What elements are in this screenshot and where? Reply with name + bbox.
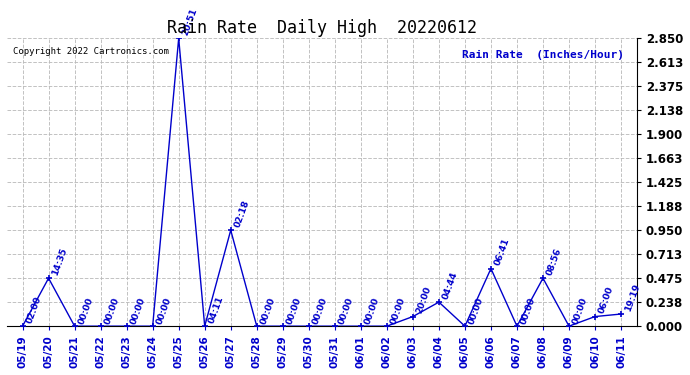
Text: 00:00: 00:00 xyxy=(311,296,329,326)
Text: 14:35: 14:35 xyxy=(50,247,69,277)
Title: Rain Rate  Daily High  20220612: Rain Rate Daily High 20220612 xyxy=(167,19,477,37)
Text: 19:19: 19:19 xyxy=(623,282,642,312)
Text: 02:00: 02:00 xyxy=(25,295,43,325)
Text: 02:18: 02:18 xyxy=(233,199,251,229)
Text: 00:00: 00:00 xyxy=(103,296,121,326)
Text: 00:00: 00:00 xyxy=(389,296,407,326)
Text: 00:00: 00:00 xyxy=(571,296,589,326)
Text: 00:00: 00:00 xyxy=(77,296,95,326)
Text: 20:51: 20:51 xyxy=(181,7,199,37)
Text: Rain Rate  (Inches/Hour): Rain Rate (Inches/Hour) xyxy=(462,50,624,60)
Text: 00:00: 00:00 xyxy=(467,296,485,326)
Text: 00:00: 00:00 xyxy=(337,296,355,326)
Text: 00:00: 00:00 xyxy=(129,296,147,326)
Text: 00:00: 00:00 xyxy=(285,296,303,326)
Text: 06:41: 06:41 xyxy=(493,237,511,267)
Text: 04:11: 04:11 xyxy=(207,295,225,325)
Text: Copyright 2022 Cartronics.com: Copyright 2022 Cartronics.com xyxy=(13,47,169,56)
Text: 04:44: 04:44 xyxy=(441,270,460,301)
Text: 20:00: 20:00 xyxy=(415,285,433,315)
Text: 00:00: 00:00 xyxy=(363,296,381,326)
Text: 00:00: 00:00 xyxy=(519,296,537,326)
Text: 08:56: 08:56 xyxy=(545,247,563,277)
Text: 00:00: 00:00 xyxy=(155,296,172,326)
Text: 00:00: 00:00 xyxy=(259,296,277,326)
Text: 06:00: 06:00 xyxy=(597,285,615,315)
